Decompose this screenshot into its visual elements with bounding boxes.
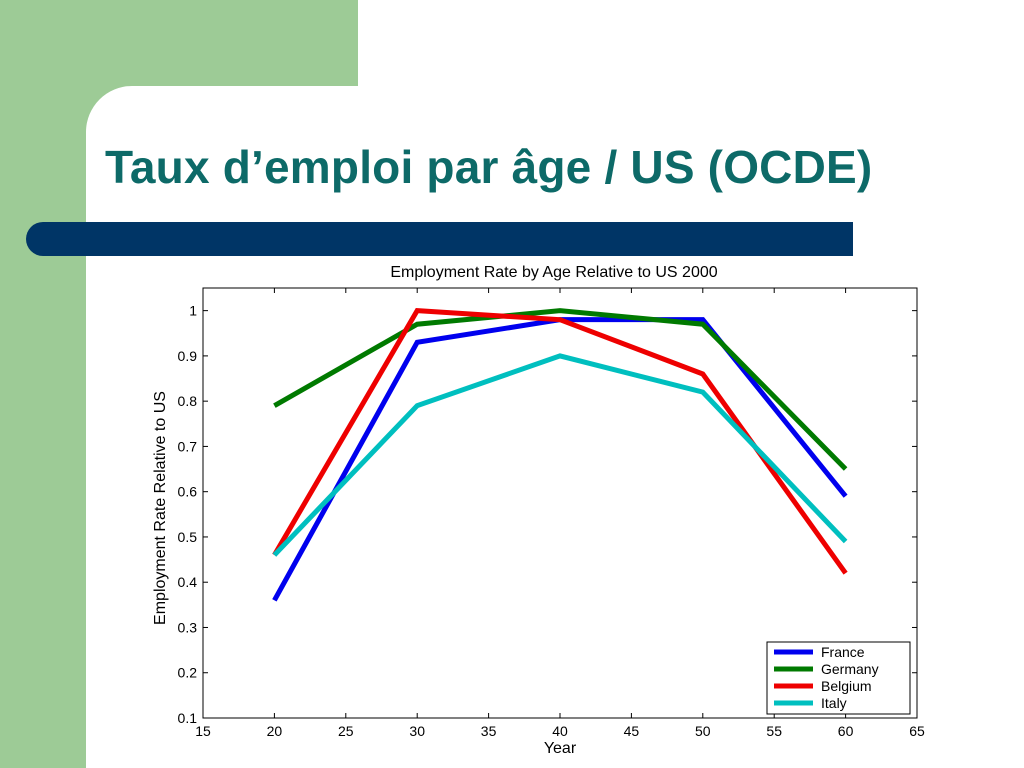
title-underline-bar	[26, 222, 853, 256]
chart-title: Employment Rate by Age Relative to US 20…	[390, 264, 717, 281]
y-tick-label: 0.2	[178, 665, 198, 681]
y-tick-label: 0.5	[178, 529, 198, 545]
y-axis-label: Employment Rate Relative to US	[152, 391, 169, 625]
y-tick-label: 0.8	[178, 393, 198, 409]
legend-label: Italy	[821, 695, 847, 711]
series-line-germany	[273, 308, 848, 471]
x-tick-label: 40	[552, 723, 568, 739]
legend-label: Belgium	[821, 678, 872, 694]
series-lines	[272, 308, 848, 602]
y-tick-label: 0.9	[178, 348, 198, 364]
y-tick-label: 0.7	[178, 438, 198, 454]
x-tick-label: 65	[909, 723, 925, 739]
x-tick-label: 30	[409, 723, 425, 739]
y-tick-label: 0.1	[178, 710, 198, 726]
series-line-italy	[272, 353, 848, 557]
legend-label: Germany	[821, 661, 879, 677]
x-tick-label: 20	[267, 723, 283, 739]
slide-title: Taux d’emploi par âge / US (OCDE)	[105, 141, 873, 193]
y-tick-label: 0.3	[178, 619, 198, 635]
x-tick-label: 45	[624, 723, 640, 739]
y-tick-label: 0.6	[178, 484, 198, 500]
y-axis: 0.1 0.2 0.3 0.4 0.5 0.6 0.7 0.8 0.9 1	[178, 303, 917, 726]
x-axis-label: Year	[544, 740, 577, 757]
x-tick-label: 35	[481, 723, 497, 739]
legend-label: France	[821, 644, 865, 660]
x-tick-label: 25	[338, 723, 354, 739]
x-tick-label: 15	[195, 723, 211, 739]
x-tick-label: 60	[838, 723, 854, 739]
x-tick-label: 55	[766, 723, 782, 739]
y-tick-label: 1	[189, 303, 197, 319]
x-axis: 15 20 25 30 35 40 45 50 55 60 65	[195, 288, 925, 739]
y-tick-label: 0.4	[178, 574, 198, 590]
x-tick-label: 50	[695, 723, 711, 739]
